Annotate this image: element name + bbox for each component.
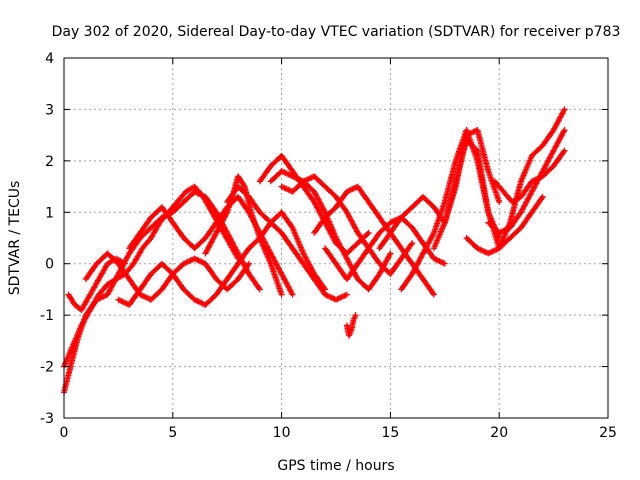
data-point	[526, 192, 533, 199]
data-point	[534, 175, 541, 182]
y-tick-label: 0	[45, 257, 54, 273]
y-axis-label: SDTVAR / TECUs	[7, 181, 23, 296]
data-point	[430, 291, 437, 298]
data-point	[280, 184, 286, 191]
y-tick-label: 4	[45, 51, 54, 67]
x-tick-label: 20	[490, 425, 508, 441]
series-sat-track-17	[430, 137, 546, 252]
data-point	[432, 256, 439, 263]
data-point	[255, 285, 262, 292]
data-point	[119, 298, 126, 305]
data-point	[245, 262, 252, 268]
data-point	[323, 292, 330, 299]
axis-ticks: 0 5 10 15 20 25 -3 -2 -1 0 1 2 3 4	[40, 51, 617, 441]
data-point	[198, 299, 205, 306]
data-point	[184, 258, 191, 265]
chart-title: Day 302 of 2020, Sidereal Day-to-day VTE…	[52, 24, 621, 40]
series-sat-track-4	[82, 250, 252, 303]
data-point	[334, 296, 341, 303]
series-sat-track-20	[491, 147, 568, 205]
y-tick-label: -3	[40, 411, 54, 427]
data-point	[101, 292, 108, 299]
series-sat-track-18	[463, 106, 568, 257]
data-point	[493, 246, 500, 253]
data-point	[496, 199, 503, 205]
data-point	[408, 241, 415, 248]
series-sat-track-11	[278, 173, 416, 277]
y-tick-label: 1	[45, 205, 54, 221]
data-point	[561, 147, 568, 154]
data-point	[486, 249, 493, 256]
data-point	[549, 148, 556, 155]
y-tick-label: 2	[45, 154, 54, 170]
x-tick-label: 15	[381, 425, 399, 441]
data-point	[430, 231, 437, 238]
plot-frame	[63, 57, 609, 419]
data-point	[293, 175, 300, 182]
data-point	[330, 295, 337, 302]
series-sat-track-14	[343, 312, 359, 339]
data-point	[409, 240, 416, 247]
x-tick-label: 25	[599, 425, 617, 441]
data-point	[256, 286, 263, 293]
data-point	[365, 229, 372, 236]
data-point	[337, 294, 344, 301]
data-point	[561, 127, 568, 133]
x-tick-label: 0	[60, 425, 69, 441]
data-point	[538, 195, 545, 202]
data-point	[191, 296, 198, 303]
y-tick-label: -1	[40, 308, 54, 324]
data-point	[289, 291, 296, 298]
x-tick-label: 5	[168, 425, 177, 441]
data-point	[341, 292, 348, 299]
data-point	[490, 247, 497, 254]
data-point	[343, 291, 350, 298]
y-tick-label: 3	[45, 102, 54, 118]
data-point	[348, 186, 354, 193]
data-point	[441, 260, 448, 267]
data-point	[439, 259, 446, 266]
data-point	[561, 106, 568, 113]
x-axis-label: GPS time / hours	[277, 458, 394, 474]
data-point	[530, 177, 537, 184]
x-tick-label: 10	[273, 425, 291, 441]
series-sat-track-19	[485, 127, 568, 236]
data-point	[278, 291, 285, 298]
data-marks	[61, 106, 568, 396]
data-point	[430, 290, 436, 297]
data-point	[541, 164, 548, 170]
y-tick-label: -2	[40, 360, 54, 376]
data-point	[364, 231, 371, 237]
data-point	[539, 193, 546, 200]
data-point	[121, 260, 128, 267]
series-sat-track-10	[267, 168, 394, 293]
data-point	[436, 258, 443, 265]
data-point	[246, 260, 252, 267]
data-point	[387, 250, 394, 257]
data-point	[352, 312, 359, 319]
series-sat-track-8	[224, 183, 350, 303]
data-point	[560, 148, 567, 155]
data-point	[327, 294, 334, 301]
data-point	[240, 182, 247, 189]
